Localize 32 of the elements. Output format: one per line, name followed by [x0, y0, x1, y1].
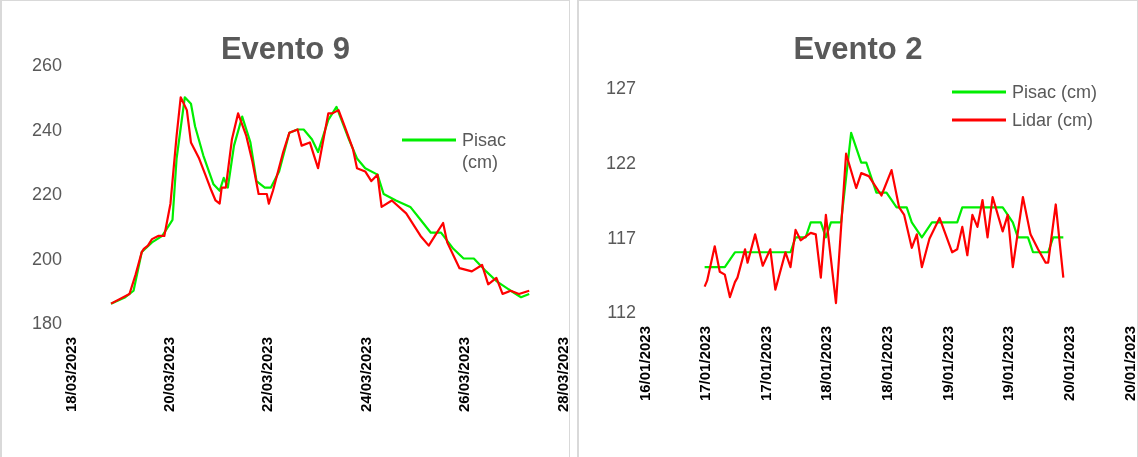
legend-label: Lidar (cm)	[1012, 109, 1094, 131]
x-tick-label: 20/01/2023	[1059, 326, 1077, 402]
x-tick-label: 22/03/2023	[258, 337, 276, 413]
line-series	[703, 131, 1065, 269]
x-tick-label: 17/01/2023	[696, 326, 714, 402]
x-tick-label: 19/01/2023	[999, 326, 1017, 402]
line-series	[109, 96, 531, 305]
x-tick-label: 17/01/2023	[756, 326, 774, 402]
x-tick-label: 24/03/2023	[356, 337, 374, 413]
legend-label: Pisac (cm)	[462, 129, 507, 173]
x-tick-label: 20/01/2023	[1120, 326, 1138, 402]
y-tick-label: 117	[607, 227, 636, 248]
y-tick-label: 180	[31, 313, 62, 334]
y-tick-label: 240	[31, 119, 62, 140]
y-tick-label: 127	[605, 78, 636, 99]
x-tick-label: 16/01/2023	[635, 326, 653, 402]
x-tick-label: 18/01/2023	[817, 326, 835, 402]
x-tick-label: 18/01/2023	[878, 326, 895, 402]
y-tick-label: 122	[605, 153, 636, 174]
chart-title: Evento 9	[220, 31, 351, 66]
x-tick-label: 19/01/2023	[938, 326, 956, 402]
x-tick-label: 18/03/2023	[61, 337, 79, 413]
x-tick-label: 20/03/2023	[159, 337, 177, 413]
x-tick-label: 28/03/2023	[553, 337, 571, 413]
x-tick-label: 26/03/2023	[455, 337, 473, 413]
chart-title: Evento 2	[792, 31, 924, 67]
y-tick-label: 112	[607, 302, 636, 323]
line-series	[703, 152, 1065, 305]
legend-label: Pisac (cm)	[1012, 81, 1097, 103]
y-tick-label: 260	[31, 55, 62, 76]
y-tick-label: 220	[31, 184, 62, 205]
y-tick-label: 200	[31, 248, 62, 269]
